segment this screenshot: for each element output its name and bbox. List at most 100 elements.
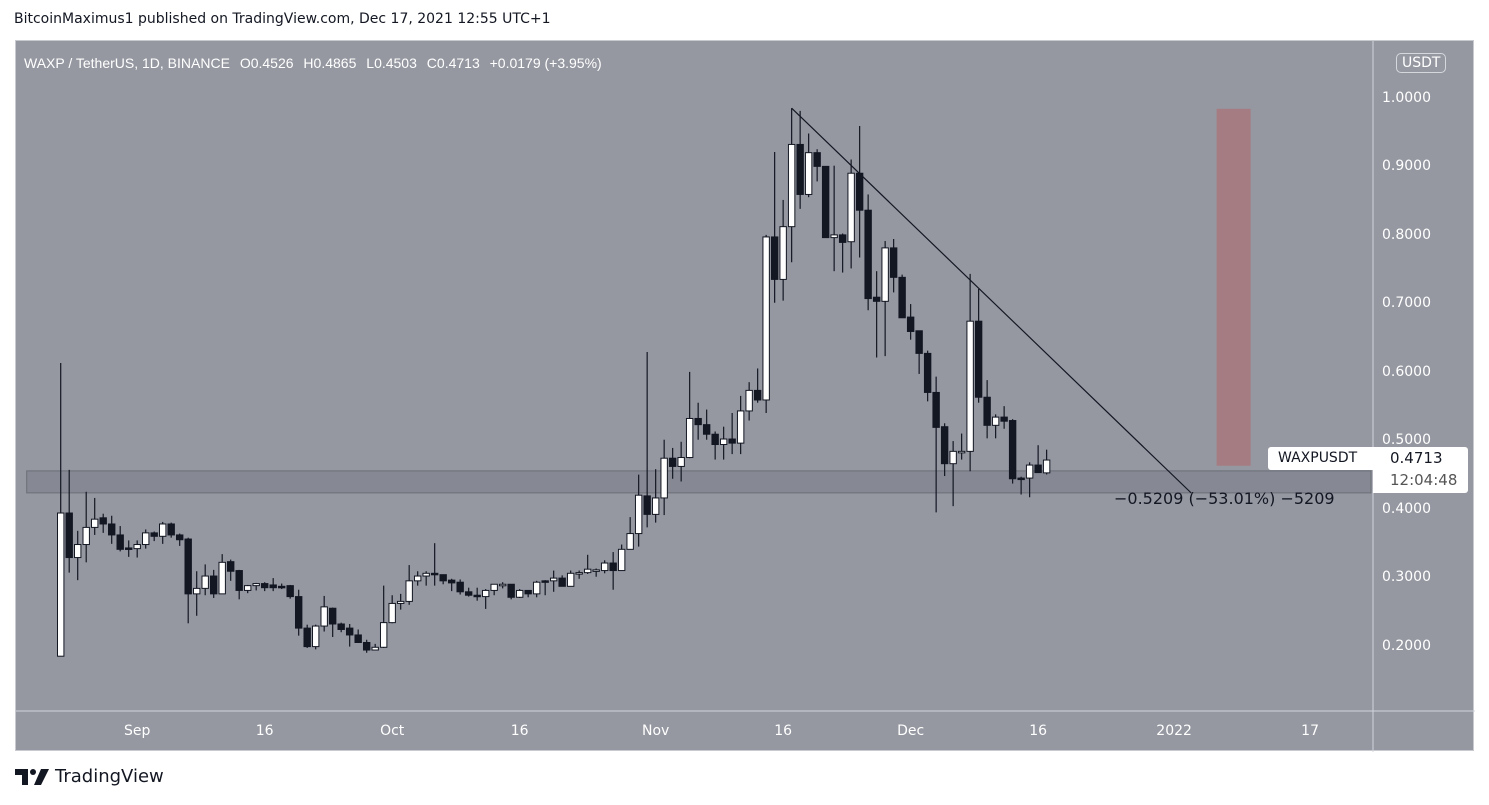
candle-down [456, 581, 464, 593]
candle-down [872, 296, 881, 302]
candle-up [787, 143, 796, 228]
candle-down [125, 547, 133, 550]
candle-up [736, 410, 745, 444]
candle-up [320, 606, 328, 627]
time-tick-label: 16 [774, 723, 793, 739]
price-tick-label: 0.9000 [1382, 158, 1431, 175]
time-tick-label: Sep [123, 723, 151, 739]
candle-up [498, 583, 507, 587]
price-tick-label: 0.7000 [1382, 295, 1431, 312]
candle-down [209, 575, 218, 595]
candle-up [1025, 464, 1034, 479]
candle-up [388, 602, 396, 624]
price-tick-label: 0.8000 [1382, 226, 1431, 243]
candle-up [830, 234, 838, 239]
candle-down [728, 438, 736, 444]
candle-up [515, 589, 524, 598]
candle-down [753, 389, 762, 401]
candle-down [889, 247, 898, 278]
candle-up [311, 625, 320, 648]
candle-up [626, 533, 634, 550]
candle-up [133, 544, 141, 550]
candle-up [583, 568, 592, 574]
candle-up [413, 575, 422, 582]
candle-up [600, 562, 609, 572]
candle-down [464, 591, 473, 596]
candle-down [116, 534, 124, 550]
candle-up [804, 152, 813, 195]
candle-down [915, 330, 923, 354]
measure-label: −0.5209 (−53.01%) −5209 [1114, 489, 1335, 508]
candle-down [184, 538, 192, 595]
candle-down [303, 627, 311, 648]
candle-up [762, 236, 770, 401]
open-value: 0.4526 [250, 55, 294, 71]
candle-up [651, 497, 660, 515]
candle-up [252, 583, 260, 587]
symbol-legend: WAXP / TetherUS, 1D, BINANCE O0.4526 H0.… [24, 55, 608, 71]
time-tick-label: Oct [380, 723, 405, 739]
candle-up [141, 532, 150, 546]
candle-up [74, 544, 82, 559]
candle-up [881, 247, 889, 302]
candle-down [175, 534, 184, 541]
candlestick-chart[interactable] [16, 41, 1475, 752]
bar-countdown: 12:04:48 [1390, 471, 1458, 489]
candle-down [337, 623, 345, 630]
time-tick-label: 16 [255, 723, 274, 739]
candle-up [201, 575, 209, 589]
candle-down [167, 523, 175, 536]
candle-up [719, 438, 728, 446]
candle-down [796, 143, 804, 195]
candle-up [617, 548, 626, 572]
candle-up [490, 583, 498, 591]
price-label-symbol: WAXPUSDT [1268, 447, 1373, 470]
candle-down [940, 426, 949, 465]
currency-unit-button[interactable]: USDT [1396, 53, 1447, 73]
candle-up [566, 572, 575, 587]
candle-down [813, 152, 821, 167]
time-tick-label: Nov [641, 723, 670, 739]
candle-up [991, 416, 1000, 426]
candle-down [668, 457, 677, 467]
high-value: 0.4865 [313, 55, 357, 71]
candle-down [864, 209, 872, 300]
candle-down [328, 607, 337, 625]
candle-down [643, 495, 651, 515]
price-tick-label: 0.5000 [1382, 432, 1431, 449]
candle-up [91, 518, 99, 528]
candle-down [702, 424, 711, 435]
candle-down [541, 580, 549, 583]
publish-info: BitcoinMaximus1 published on TradingView… [14, 11, 551, 27]
candle-up [685, 417, 694, 459]
candle-down [1008, 420, 1017, 480]
candle-up [745, 389, 753, 412]
target-box [1216, 108, 1251, 466]
candle-down [694, 417, 702, 426]
candle-down [838, 234, 847, 243]
price-tick-label: 0.6000 [1382, 363, 1431, 380]
open-key: O [239, 55, 251, 71]
candle-down [932, 391, 940, 428]
candle-up [592, 569, 600, 572]
candle-up [192, 587, 201, 595]
candle-down [226, 561, 235, 572]
candle-up [949, 450, 957, 465]
candle-down [855, 172, 864, 211]
candle-down [1017, 477, 1025, 481]
descending-trendline [791, 107, 1192, 494]
chart-container[interactable]: WAXP / TetherUS, 1D, BINANCE O0.4526 H0.… [15, 40, 1475, 752]
price-tick-label: 0.3000 [1382, 569, 1431, 586]
tradingview-logo[interactable]: TradingView [15, 766, 164, 787]
support-zone [26, 470, 1372, 494]
candle-up [660, 457, 668, 499]
candle-up [82, 526, 90, 546]
candle-down [983, 396, 991, 426]
candle-up [371, 646, 379, 651]
tradingview-logo-icon [15, 768, 49, 785]
candle-down [294, 596, 303, 629]
candle-up [158, 523, 167, 537]
candle-down [770, 236, 779, 280]
candle-down [974, 320, 983, 398]
candle-up [405, 580, 413, 602]
